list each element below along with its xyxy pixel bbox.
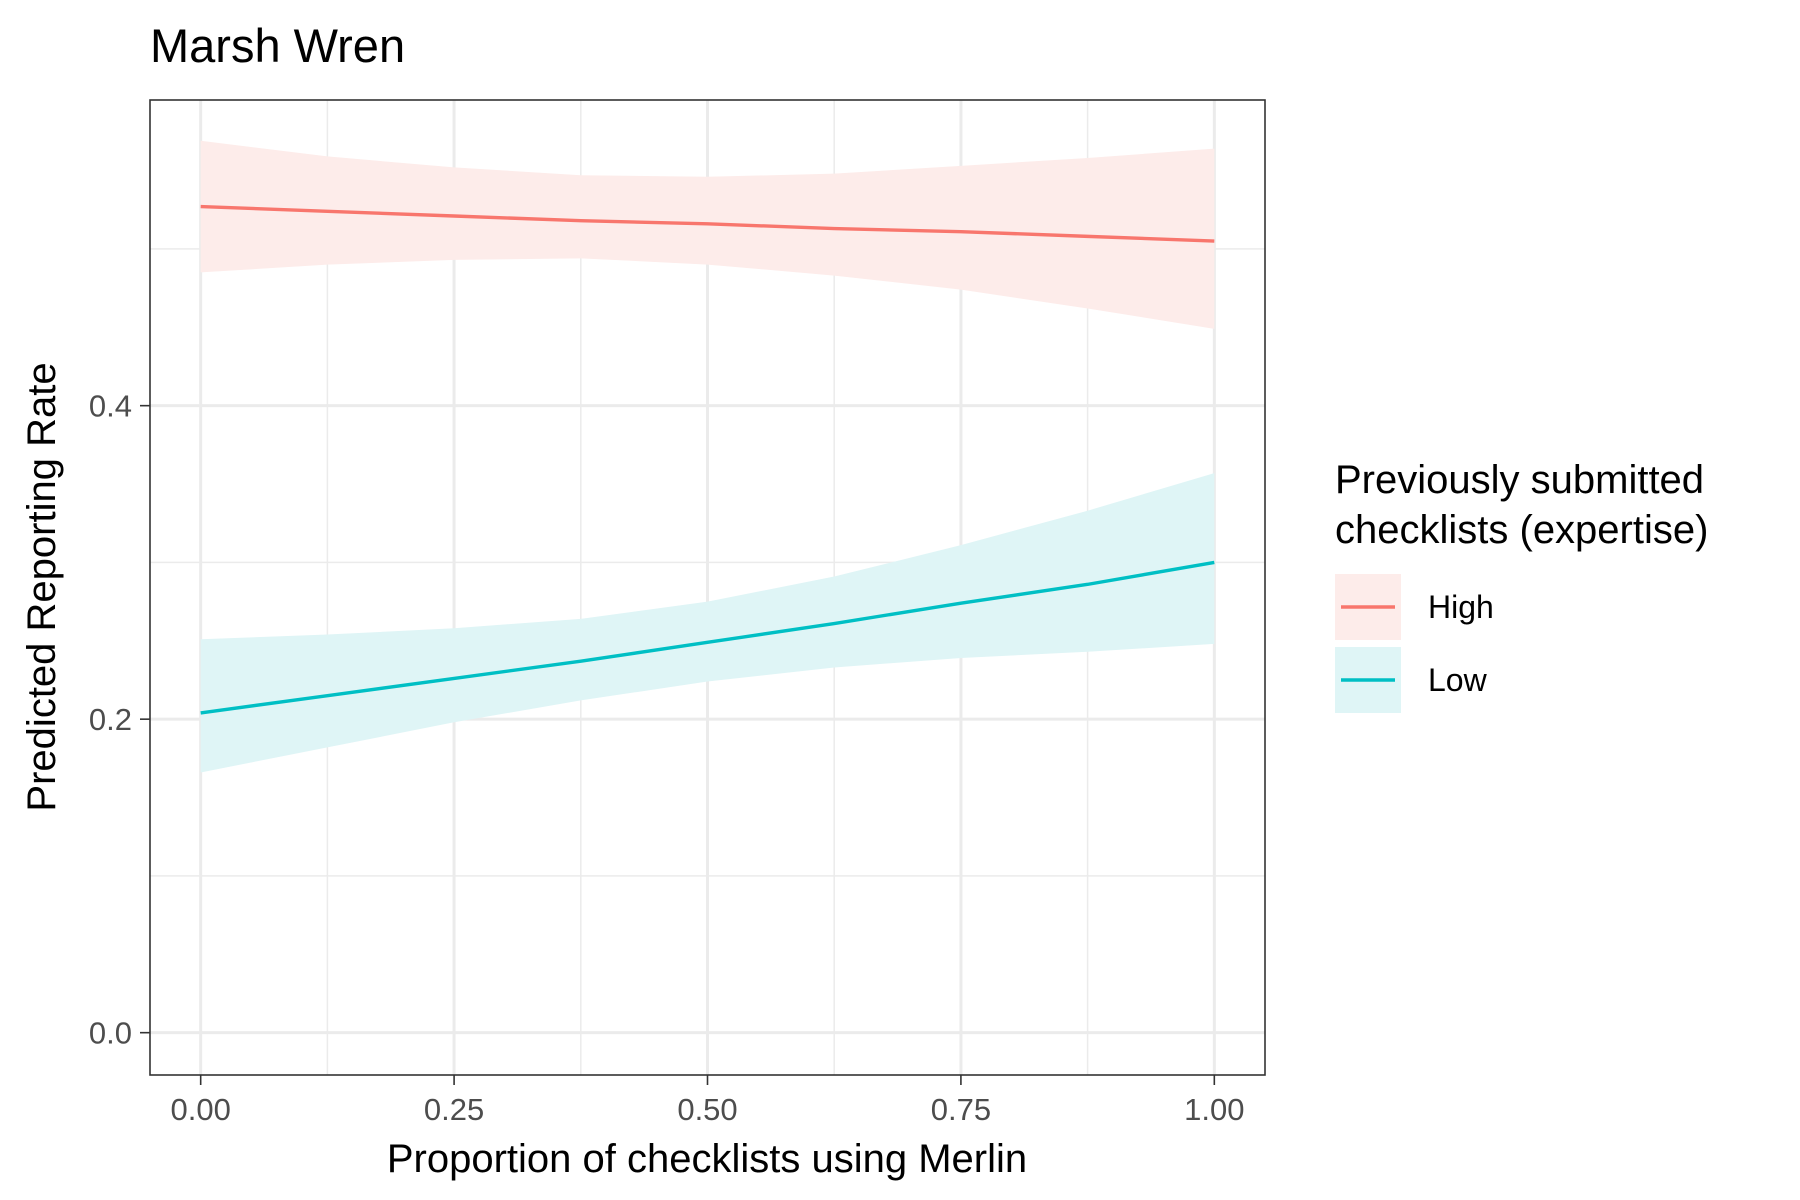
legend-title: Previously submitted checklists (experti… [1335,458,1715,552]
x-tick-label: 1.00 [1184,1092,1244,1127]
x-tick-label: 0.75 [931,1092,991,1127]
confidence-band-high [200,140,1215,329]
confidence-band-low [200,473,1215,773]
y-tick-label: 0.0 [89,1016,132,1051]
x-tick-label: 0.00 [171,1092,231,1127]
legend-title-line-2: checklists (expertise) [1335,508,1708,552]
legend-title-line-1: Previously submitted [1335,458,1704,502]
y-tick-label: 0.2 [89,702,132,737]
y-axis-label: Predicted Reporting Rate [20,362,64,811]
x-tick-label: 0.50 [677,1092,737,1127]
series-line-high [200,204,1215,243]
legend-items: High Low [1335,574,1494,713]
legend: Previously submitted checklists (experti… [1335,458,1715,713]
y-axis: 0.0 0.2 0.4 [89,389,150,1051]
x-axis: 0.00 0.25 0.50 0.75 1.00 [171,1075,1244,1127]
chart-title: Marsh Wren [150,19,405,72]
y-tick-label: 0.4 [89,389,132,424]
legend-label-low: Low [1428,662,1488,698]
series-lines [200,204,1215,715]
x-axis-label: Proportion of checklists using Merlin [387,1137,1027,1181]
series-line-low [200,560,1215,715]
legend-label-high: High [1428,589,1494,625]
confidence-bands [200,140,1215,773]
x-tick-label: 0.25 [424,1092,484,1127]
